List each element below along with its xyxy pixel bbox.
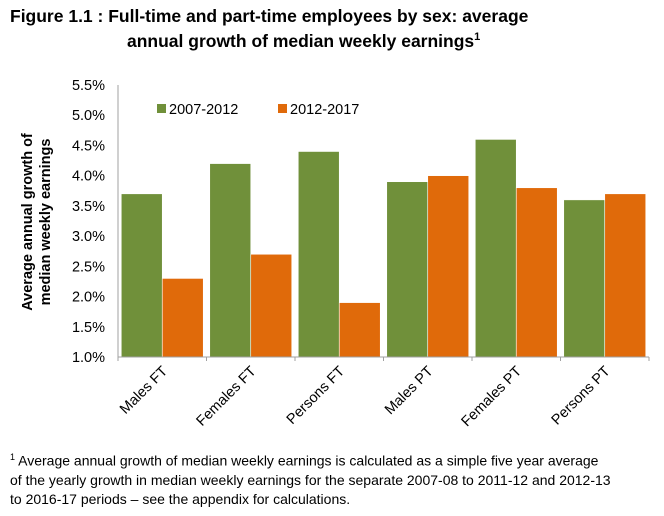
legend-swatch-2012-2017 — [278, 104, 287, 113]
x-tick-label: Persons PT — [549, 363, 614, 428]
x-tick-label: Males PT — [382, 363, 437, 418]
x-tick-label: Males FT — [117, 363, 171, 417]
bar-2012-2017-males-pt — [427, 175, 470, 358]
x-tick-label: Females FT — [194, 363, 260, 429]
bar-2007-2012-males-pt — [386, 181, 429, 358]
bar-2007-2012-persons-pt — [563, 199, 606, 358]
bar-2007-2012-females-pt — [474, 139, 517, 358]
y-tick-label: 4.5% — [72, 138, 105, 154]
bar-2007-2012-persons-ft — [297, 151, 340, 358]
y-tick-label: 3.5% — [72, 199, 105, 215]
footnote: 1 Average annual growth of median weekly… — [10, 452, 611, 507]
y-tick-label: 1.5% — [72, 320, 105, 336]
y-axis-label: median weekly earnings — [38, 139, 54, 306]
bar-chart: 1.0% 1.5% 2.0% 2.5% 3.0% 3.5% 4.0% 4.5% 5.0% 5.5%… — [20, 78, 650, 430]
chart-title-line2: annual growth of median weekly earnings1 — [127, 31, 481, 51]
bar-2012-2017-females-ft — [250, 253, 293, 358]
bar-2012-2017-males-ft — [161, 278, 204, 358]
bar-2007-2012-females-ft — [209, 163, 252, 358]
bar-2012-2017-persons-pt — [604, 193, 647, 358]
chart-title-line1: Figure 1.1 : Full-time and part-time emp… — [10, 6, 529, 26]
y-tick-label: 2.0% — [72, 290, 105, 306]
y-tick-label: 4.0% — [72, 169, 105, 185]
x-tick-label: Females PT — [458, 363, 525, 430]
y-tick-label: 5.5% — [72, 78, 105, 94]
y-tick-label: 5.0% — [72, 108, 105, 124]
y-axis-label: Average annual growth of — [20, 133, 36, 311]
legend-label: 2012-2017 — [290, 102, 359, 118]
y-tick-label: 3.0% — [72, 229, 105, 245]
y-tick-label: 1.0% — [72, 350, 105, 366]
bar-2012-2017-females-pt — [515, 187, 558, 358]
x-tick-label: Persons FT — [284, 363, 348, 427]
legend-label: 2007-2012 — [169, 102, 238, 118]
y-tick-label: 2.5% — [72, 259, 105, 275]
legend-swatch-2007-2012 — [157, 104, 166, 113]
bar-2012-2017-persons-ft — [338, 302, 381, 358]
bar-2007-2012-males-ft — [120, 193, 163, 358]
